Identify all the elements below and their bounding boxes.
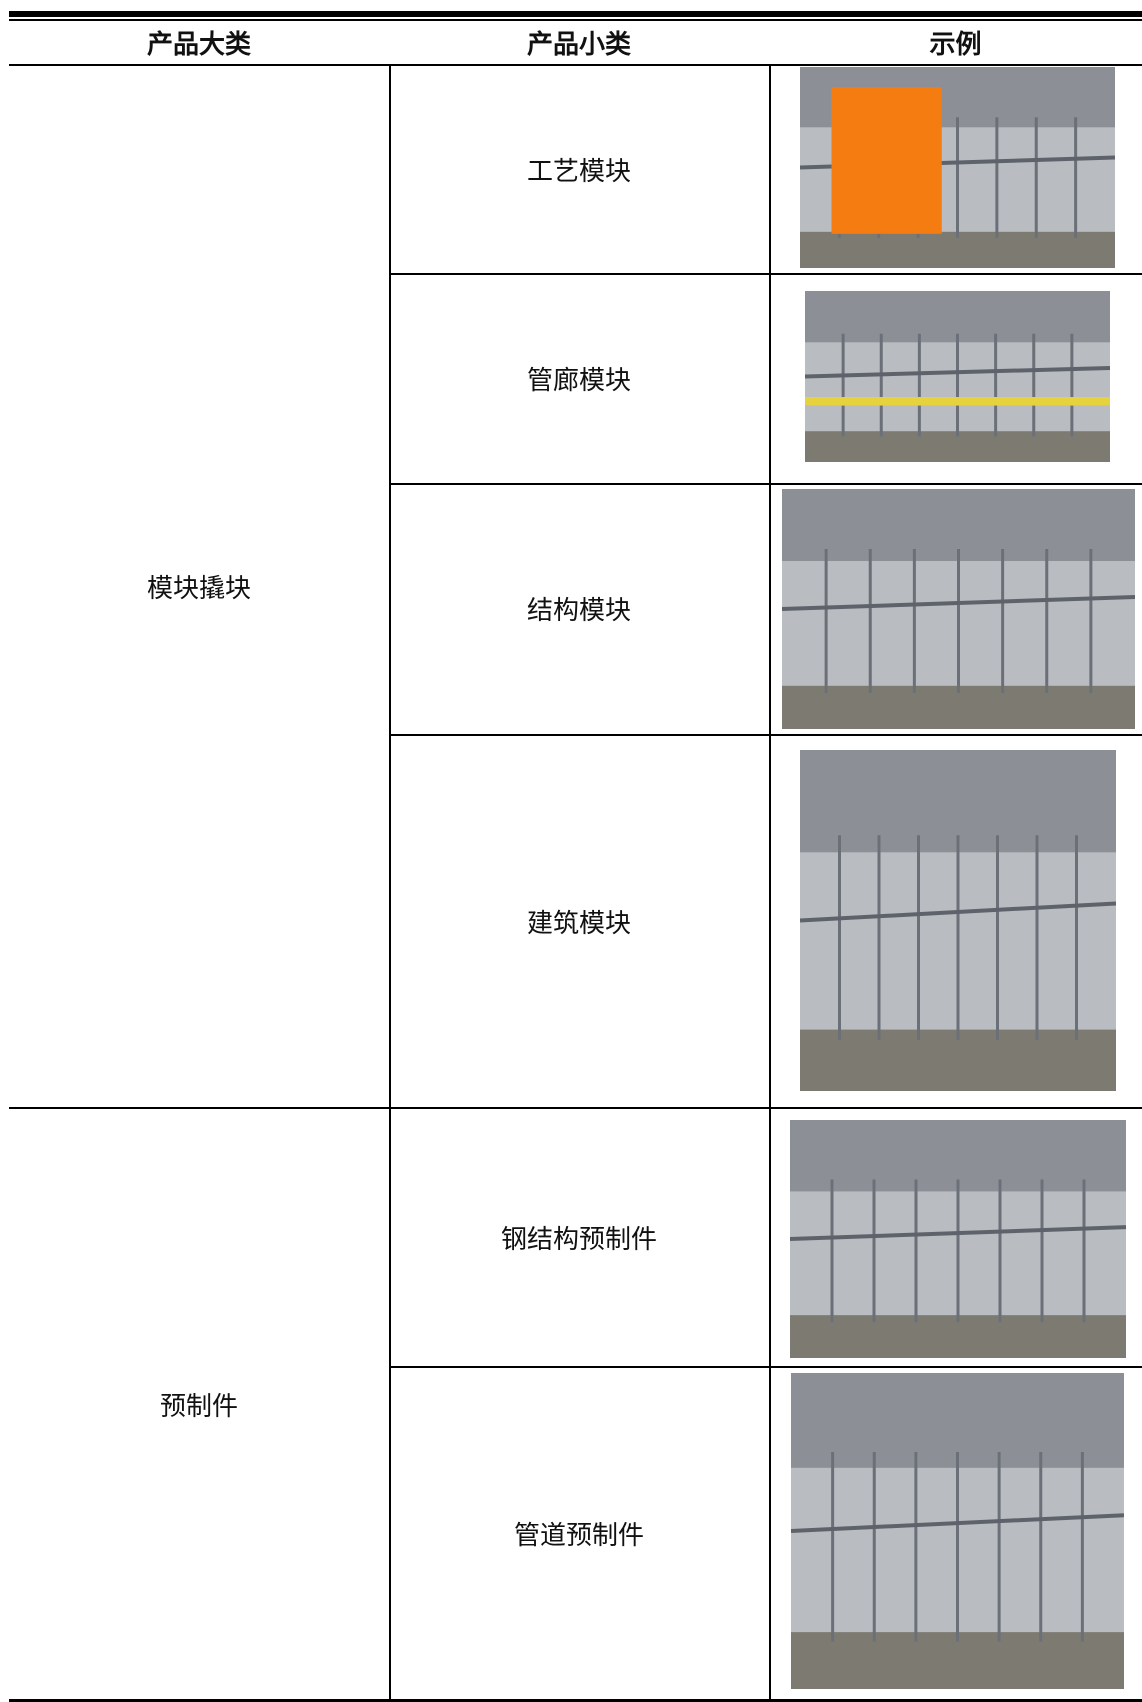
row-rule	[389, 734, 1142, 736]
column-rule	[389, 1108, 391, 1700]
row-rule	[389, 483, 1142, 485]
header-bottom-rule	[9, 64, 1142, 66]
top-rule	[9, 11, 1142, 17]
header-top-rule	[9, 19, 1142, 21]
subcategory-cell: 管道预制件	[513, 1520, 644, 1551]
example-photo	[791, 1373, 1124, 1689]
category-cell: 模块撬块	[146, 574, 251, 604]
row-rule	[389, 1366, 1142, 1368]
subcategory-cell: 管廊模块	[526, 365, 631, 396]
column-header: 产品小类	[526, 29, 631, 60]
column-header: 产品大类	[146, 29, 251, 60]
subcategory-cell: 钢结构预制件	[500, 1224, 657, 1255]
category-cell: 预制件	[159, 1391, 238, 1422]
example-photo	[790, 1120, 1126, 1358]
example-photo	[800, 750, 1116, 1091]
row-rule	[389, 273, 1142, 275]
column-header: 示例	[929, 29, 982, 60]
subcategory-cell: 建筑模块	[526, 908, 631, 939]
subcategory-cell: 工艺模块	[526, 156, 631, 187]
column-rule	[769, 65, 771, 1108]
group-rule	[9, 1699, 1142, 1702]
column-rule	[769, 1108, 771, 1700]
group-rule	[9, 1107, 1142, 1109]
example-photo	[782, 489, 1135, 729]
example-photo	[800, 67, 1115, 268]
subcategory-cell: 结构模块	[526, 596, 631, 626]
example-photo	[805, 291, 1110, 462]
column-rule	[389, 65, 391, 1108]
